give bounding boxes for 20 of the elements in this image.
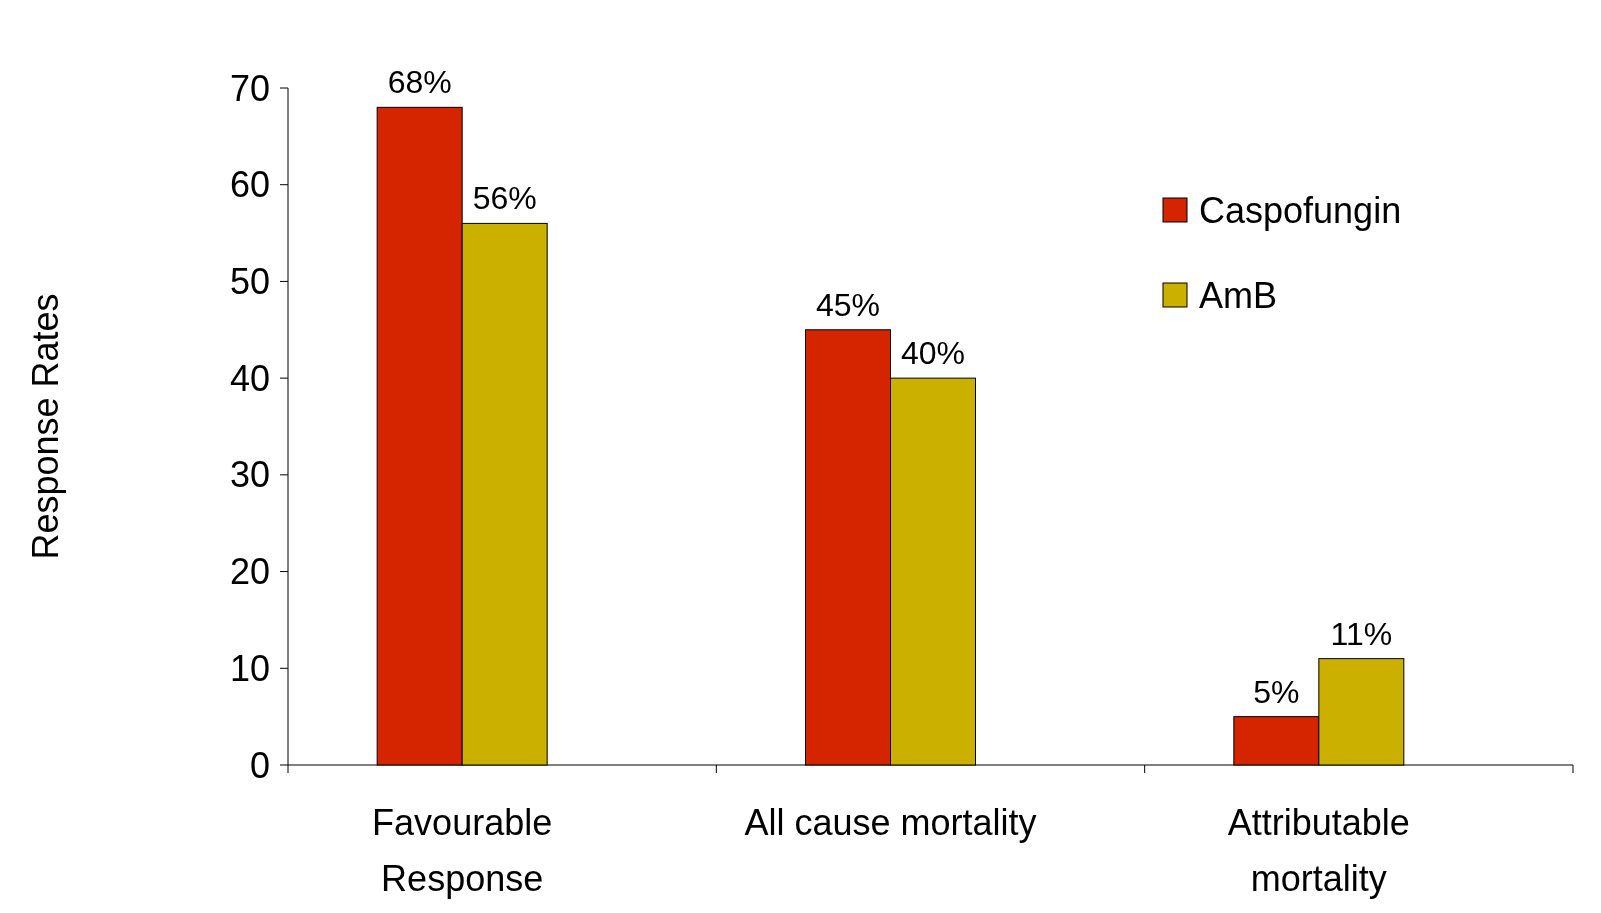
y-tick-label: 10 <box>229 647 270 689</box>
y-tick-label: 20 <box>229 551 270 593</box>
data-label: 5% <box>1253 673 1300 710</box>
y-tick-label: 0 <box>249 744 270 786</box>
x-tick-label: Attributable mortality <box>1227 802 1410 899</box>
x-tick-label: Favourable Response <box>372 802 553 899</box>
y-tick-label: 70 <box>229 67 270 109</box>
legend-label: AmB <box>1199 274 1278 316</box>
legend-label: Caspofungin <box>1199 189 1402 231</box>
data-label: 68% <box>387 64 452 101</box>
y-axis-title: Response Rates <box>25 293 66 560</box>
data-label: 45% <box>815 286 881 323</box>
data-label: 40% <box>900 335 966 372</box>
y-tick-label: 40 <box>229 357 270 399</box>
data-label: 11% <box>1330 615 1393 652</box>
data-label: 56% <box>472 180 537 217</box>
y-tick-label: 30 <box>229 454 270 496</box>
x-tick-label: All cause mortality <box>744 802 1037 843</box>
y-tick-label: 50 <box>229 261 270 303</box>
y-tick-label: 60 <box>229 164 270 206</box>
